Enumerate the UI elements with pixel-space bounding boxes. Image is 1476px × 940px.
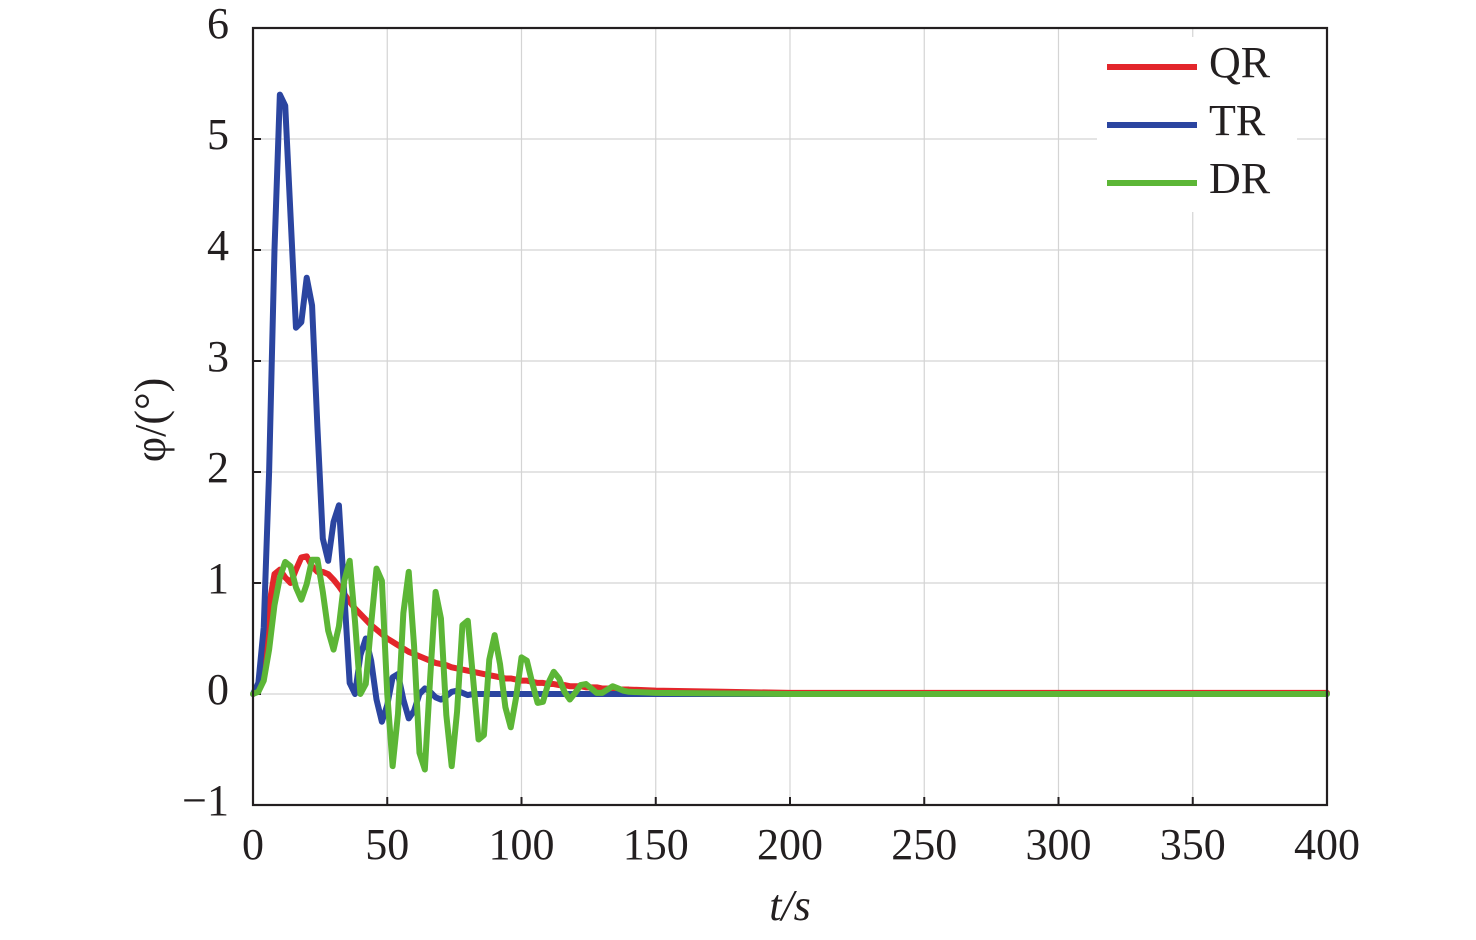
x-tick-label: 300 — [1026, 820, 1092, 869]
y-tick-label: 2 — [207, 443, 229, 492]
x-tick-label: 0 — [242, 820, 264, 869]
series-line — [250, 556, 1330, 773]
legend: QR TR DR — [1097, 37, 1297, 212]
y-tick-label: 4 — [207, 221, 229, 270]
x-tick-label: 100 — [489, 820, 555, 869]
x-tick-label: 250 — [891, 820, 957, 869]
x-tick-label: 400 — [1294, 820, 1360, 869]
legend-label: QR — [1209, 38, 1271, 87]
y-tick-label: 1 — [207, 554, 229, 603]
x-tick-label: 350 — [1160, 820, 1226, 869]
x-axis-label: t/s — [769, 881, 811, 930]
y-tick-label: −1 — [182, 776, 229, 825]
y-tick-label: 3 — [207, 332, 229, 381]
x-tick-label: 200 — [757, 820, 823, 869]
y-tick-label: 6 — [207, 0, 229, 48]
frame — [251, 26, 1329, 807]
y-axis-label: φ/(°) — [126, 378, 175, 463]
x-tick-label: 150 — [623, 820, 689, 869]
y-tick-label: 0 — [207, 665, 229, 714]
y-tick-label: 5 — [207, 110, 229, 159]
legend-label: DR — [1209, 154, 1271, 203]
x-tick-label: 50 — [365, 820, 409, 869]
legend-label: TR — [1209, 96, 1266, 145]
